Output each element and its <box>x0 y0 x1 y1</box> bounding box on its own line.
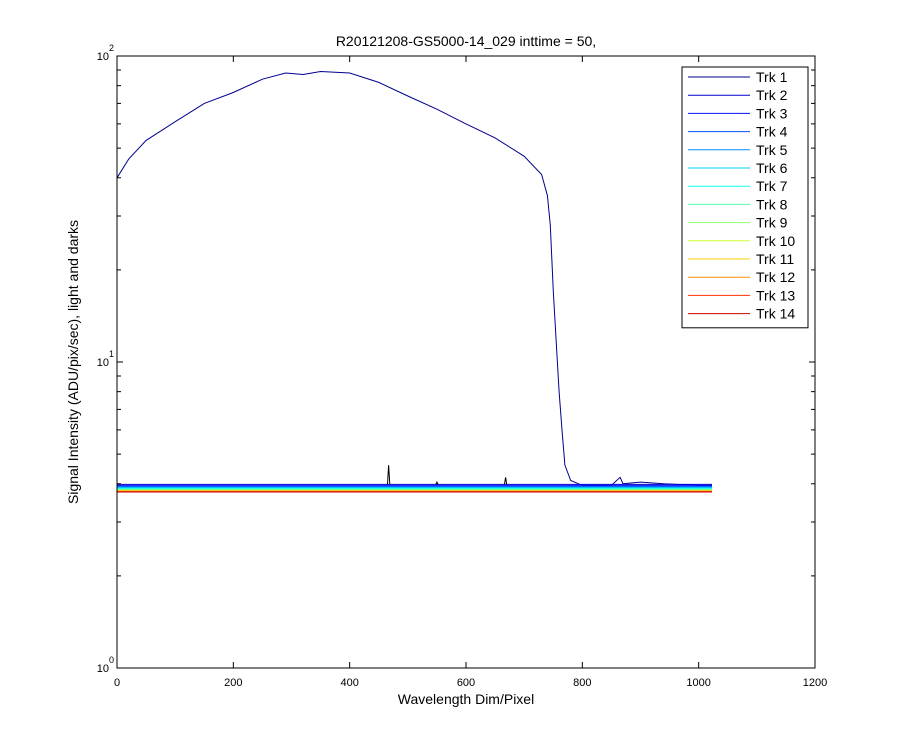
legend-entry: Trk 5 <box>756 142 788 158</box>
series-line-1 <box>116 70 712 486</box>
x-tick-label: 400 <box>340 677 358 689</box>
legend: Trk 1 Trk 2 Trk 3 Trk 4 Trk 5 Trk 6 Trk 7 Trk 8… <box>681 66 809 329</box>
x-tick-label: 600 <box>457 677 475 689</box>
series-spike-2-2 <box>435 480 439 485</box>
series-spike-2-3 <box>503 477 508 485</box>
x-axis-label: Wavelength Dim/Pixel <box>398 691 534 707</box>
legend-entry: Trk 3 <box>756 105 788 121</box>
y-axis-label: Signal Intensity (ADU/pix/sec), light an… <box>65 220 81 504</box>
y-tick-exponent: 1 <box>109 349 114 359</box>
legend-entry: Trk 14 <box>756 306 795 322</box>
series-spike-2-1 <box>387 465 391 485</box>
legend-entry: Trk 1 <box>756 69 788 85</box>
x-tick-label: 800 <box>573 677 591 689</box>
y-tick-label: 10 <box>97 663 109 675</box>
legend-entry: Trk 11 <box>756 251 794 267</box>
y-tick-exponent: 2 <box>109 43 114 53</box>
legend-entry: Trk 12 <box>756 269 795 285</box>
legend-box <box>681 66 809 329</box>
series-layer <box>116 70 712 493</box>
legend-entry: Trk 4 <box>756 124 788 140</box>
legend-entry: Trk 6 <box>756 160 788 176</box>
x-axis: 0 200 400 600 800 1000 1200 <box>114 56 827 689</box>
x-tick-label: 1000 <box>686 677 710 689</box>
chart-title: R20121208-GS5000-14_029 inttime = 50, <box>336 33 596 49</box>
legend-entry: Trk 10 <box>756 233 795 249</box>
legend-entry: Trk 2 <box>756 87 788 103</box>
x-tick-label: 0 <box>114 677 120 689</box>
legend-entry: Trk 13 <box>756 287 795 303</box>
y-tick-label: 10 <box>97 357 109 369</box>
legend-entry: Trk 7 <box>756 178 788 194</box>
legend-entry: Trk 8 <box>756 196 788 212</box>
legend-entry: Trk 9 <box>756 215 788 231</box>
x-tick-label: 1200 <box>803 677 827 689</box>
y-tick-exponent: 0 <box>109 655 114 665</box>
y-tick-label: 10 <box>97 51 109 63</box>
x-tick-label: 200 <box>224 677 242 689</box>
